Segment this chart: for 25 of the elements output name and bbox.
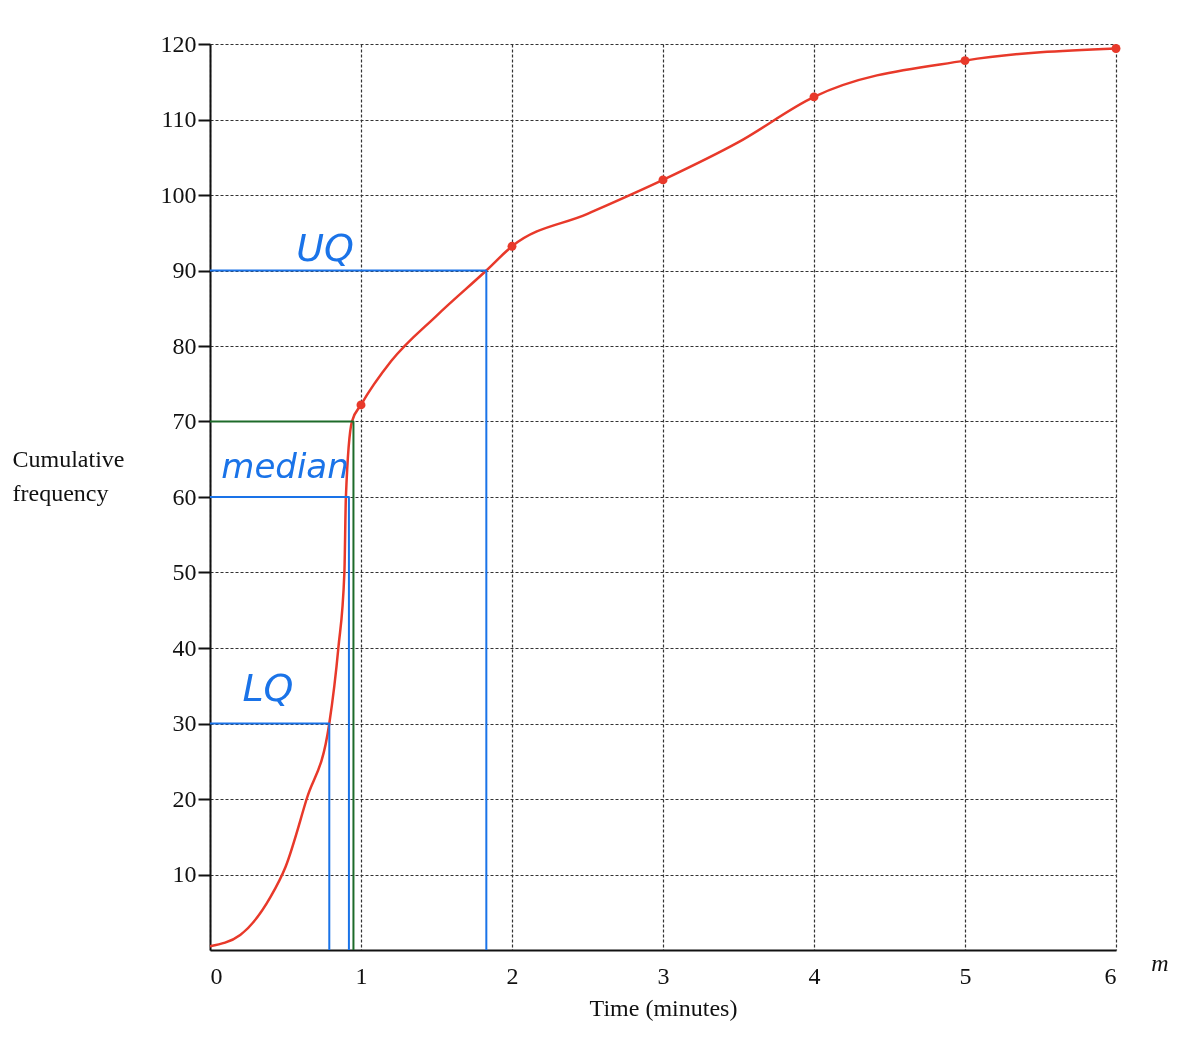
y-tick-label: 80 — [172, 332, 197, 359]
x-tick-label: 3 — [657, 962, 670, 989]
y-tick-label: 70 — [172, 408, 197, 434]
x-axis-title: Time (minutes) — [589, 994, 738, 1021]
y-tick-label: 10 — [172, 861, 197, 887]
y-tick-label: 20 — [172, 785, 197, 812]
y-axis-title: Cumulative frequency — [12, 445, 125, 506]
x-tick-label: 1 — [355, 962, 368, 989]
y-tick-label: 40 — [172, 634, 197, 661]
x-tick-label: 6 — [1104, 962, 1117, 989]
y-tick-label: 30 — [172, 710, 197, 736]
annotation: median — [221, 446, 349, 486]
y-tick-label: 110 — [161, 106, 197, 132]
x-tick-label: 0 — [210, 962, 223, 989]
x-tick-label: 2 — [506, 962, 519, 989]
y-tick-label: 50 — [172, 559, 197, 585]
y-tick-label: 120 — [160, 30, 197, 57]
y-tick-label: 60 — [172, 483, 197, 510]
annotation: UQ — [296, 226, 354, 270]
x-tick-label: 5 — [959, 962, 972, 989]
text: m — [1151, 950, 1169, 976]
y-tick-label: 90 — [172, 257, 197, 283]
y-tick-label: 100 — [160, 181, 197, 208]
annotation: LQ — [242, 666, 294, 710]
x-tick-label: 4 — [808, 962, 821, 989]
